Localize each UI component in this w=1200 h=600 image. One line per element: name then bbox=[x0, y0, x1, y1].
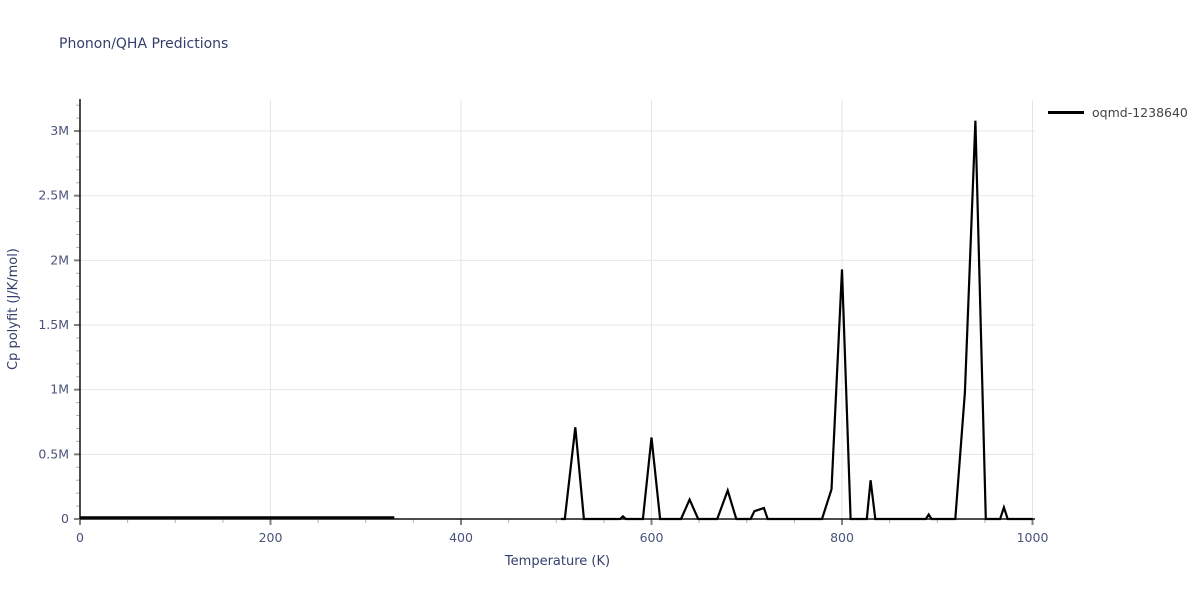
gridlines bbox=[80, 100, 1035, 519]
svg-text:0: 0 bbox=[76, 530, 84, 545]
svg-text:0.5M: 0.5M bbox=[38, 446, 69, 461]
axis-lines bbox=[79, 99, 1035, 520]
chart-title: Phonon/QHA Predictions bbox=[59, 36, 229, 52]
y-tick-labels: 0 0.5M 1M 1.5M 2M 2.5M 3M bbox=[38, 123, 69, 526]
svg-text:2.5M: 2.5M bbox=[38, 188, 69, 203]
svg-text:2M: 2M bbox=[50, 252, 69, 267]
svg-text:3M: 3M bbox=[50, 123, 69, 138]
svg-text:1.5M: 1.5M bbox=[38, 317, 69, 332]
svg-text:0: 0 bbox=[61, 511, 69, 526]
legend-line-sample bbox=[1048, 111, 1084, 114]
y-axis-label: Cp polyfit (J/K/mol) bbox=[6, 248, 21, 371]
x-tick-labels: 0 200 400 600 800 1000 bbox=[76, 530, 1048, 545]
svg-text:600: 600 bbox=[640, 530, 664, 545]
svg-text:800: 800 bbox=[830, 530, 854, 545]
svg-text:400: 400 bbox=[449, 530, 473, 545]
x-axis-label: Temperature (K) bbox=[504, 554, 611, 569]
major-ticks bbox=[74, 130, 1034, 525]
legend-item-oqmd-1238640[interactable]: oqmd-1238640 bbox=[1048, 105, 1188, 120]
svg-text:200: 200 bbox=[259, 530, 283, 545]
svg-text:1000: 1000 bbox=[1017, 530, 1049, 545]
legend-label: oqmd-1238640 bbox=[1092, 105, 1188, 120]
svg-text:1M: 1M bbox=[50, 382, 69, 397]
series-line-oqmd-1238640 bbox=[80, 120, 1033, 521]
